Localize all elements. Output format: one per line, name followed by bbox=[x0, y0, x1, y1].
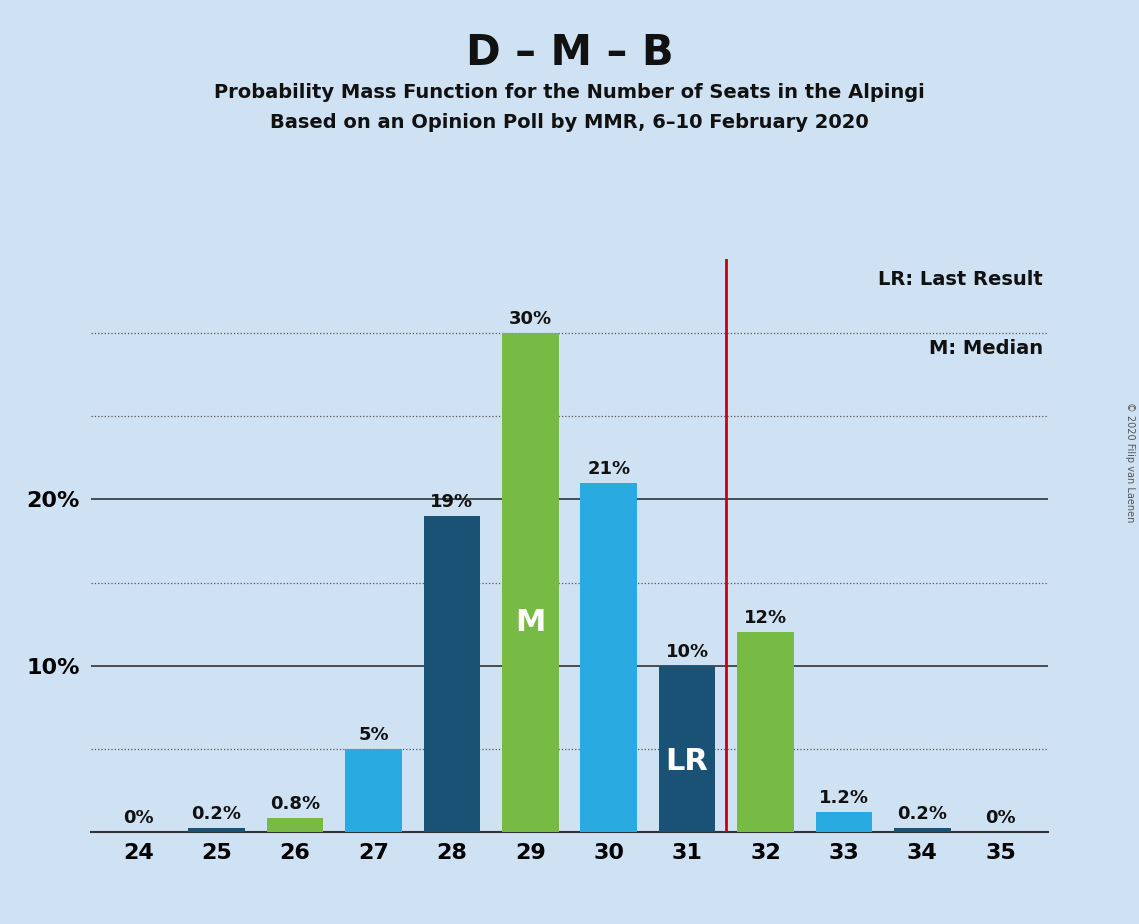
Bar bbox=[816, 811, 872, 832]
Text: © 2020 Filip van Laenen: © 2020 Filip van Laenen bbox=[1125, 402, 1134, 522]
Text: D – M – B: D – M – B bbox=[466, 32, 673, 74]
Bar bbox=[581, 483, 637, 832]
Text: 0.2%: 0.2% bbox=[898, 806, 948, 823]
Text: 1.2%: 1.2% bbox=[819, 789, 869, 807]
Text: Based on an Opinion Poll by MMR, 6–10 February 2020: Based on an Opinion Poll by MMR, 6–10 Fe… bbox=[270, 113, 869, 132]
Bar bbox=[894, 828, 951, 832]
Text: 30%: 30% bbox=[509, 310, 552, 328]
Text: 5%: 5% bbox=[358, 725, 388, 744]
Bar bbox=[658, 665, 715, 832]
Text: 19%: 19% bbox=[431, 493, 474, 511]
Text: LR: Last Result: LR: Last Result bbox=[878, 270, 1043, 289]
Bar bbox=[737, 632, 794, 832]
Text: 0.8%: 0.8% bbox=[270, 796, 320, 813]
Text: Probability Mass Function for the Number of Seats in the Alpingi: Probability Mass Function for the Number… bbox=[214, 83, 925, 103]
Text: 10%: 10% bbox=[665, 642, 708, 661]
Text: M: Median: M: Median bbox=[929, 339, 1043, 358]
Text: 12%: 12% bbox=[744, 609, 787, 627]
Bar bbox=[502, 334, 558, 832]
Text: 0%: 0% bbox=[985, 808, 1016, 827]
Text: 21%: 21% bbox=[587, 460, 630, 478]
Bar bbox=[188, 828, 245, 832]
Bar bbox=[424, 517, 481, 832]
Text: 0.2%: 0.2% bbox=[191, 806, 241, 823]
Bar bbox=[267, 819, 323, 832]
Text: LR: LR bbox=[665, 748, 708, 776]
Text: M: M bbox=[515, 608, 546, 637]
Bar bbox=[345, 748, 402, 832]
Text: 0%: 0% bbox=[123, 808, 154, 827]
